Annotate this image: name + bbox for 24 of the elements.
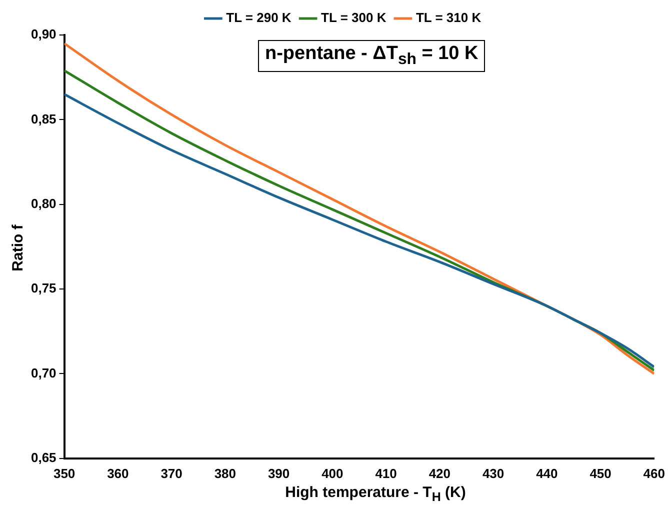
legend-label: TL = 310 K [416, 10, 482, 26]
y-tick-label: 0,85 [30, 111, 56, 126]
y-tick-label: 0,65 [30, 450, 56, 465]
legend-label: TL = 300 K [321, 10, 387, 26]
x-tick-label: 420 [428, 466, 451, 481]
x-tick-label: 360 [107, 466, 129, 481]
text: n-pentane - ΔT$_{sh}$ = 10 K [258, 40, 486, 72]
x-tick-label: 410 [375, 466, 397, 481]
y-tick-label: 0,75 [30, 280, 56, 296]
x-tick-label: 440 [536, 466, 558, 481]
x-tick-label: 370 [160, 466, 182, 481]
x-tick-label: 430 [482, 466, 504, 481]
x-axis-title: High temperature - T$_{H}$ (K) [284, 484, 467, 504]
x-tick-label: 350 [53, 466, 76, 481]
y-tick-label: 0,70 [30, 365, 56, 380]
x-tick-label: 460 [643, 466, 666, 481]
x-tick-label: 390 [268, 466, 290, 481]
y-axis-title: Ratio f [10, 224, 26, 272]
legend-label: TL = 290 K [226, 10, 292, 26]
x-tick-label: 450 [590, 466, 612, 481]
y-tick-label: 0,80 [30, 196, 56, 211]
x-tick-label: 380 [214, 466, 236, 481]
y-tick-label: 0,90 [30, 26, 56, 42]
x-tick-label: 400 [322, 466, 344, 481]
